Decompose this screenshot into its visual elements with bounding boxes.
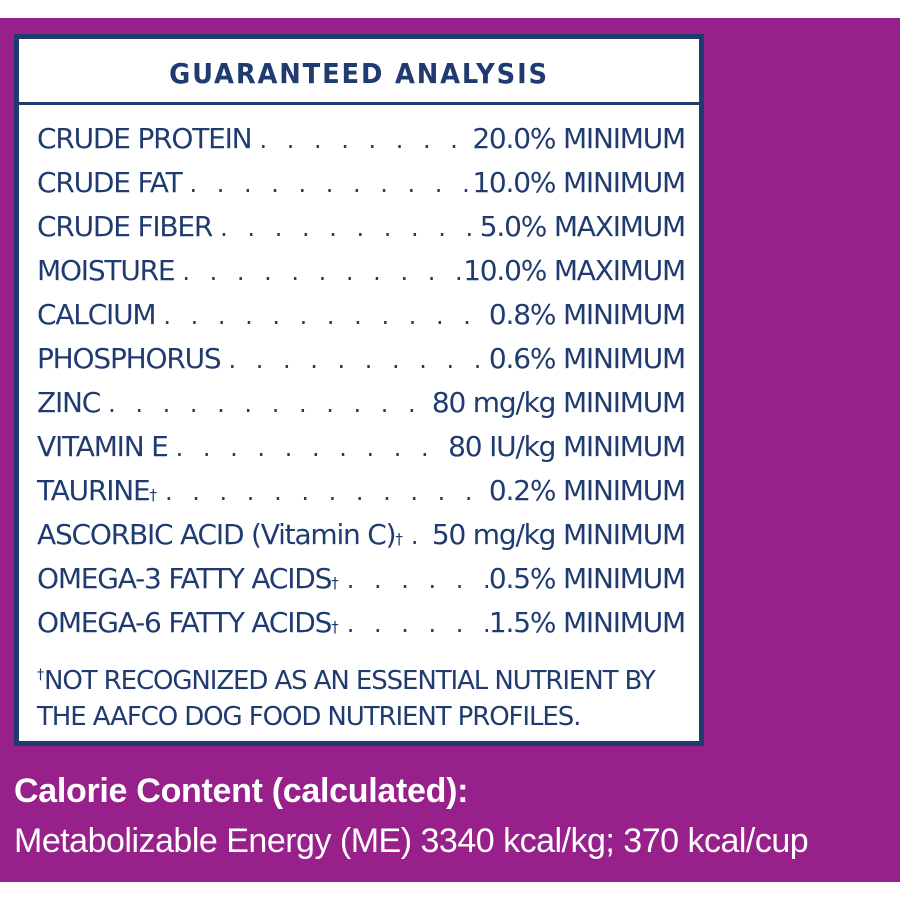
calorie-content-detail: Metabolizable Energy (ME) 3340 kcal/kg; … — [14, 822, 809, 860]
nutrient-value: 80 mg/kg MINIMUM — [431, 386, 686, 419]
nutrient-value: 50 mg/kg MINIMUM — [431, 518, 686, 551]
nutrient-value: 20.0% MINIMUM — [472, 122, 686, 155]
dot-leader: . . . . . . . . . . . . . . . . . . . . … — [220, 214, 480, 242]
footnote: †NOT RECOGNIZED AS AN ESSENTIAL NUTRIENT… — [37, 657, 697, 735]
dot-leader: . . . . . . . . . . . . . . . . . . . . … — [182, 258, 463, 286]
analysis-row: OMEGA-3 FATTY ACIDS† . . . . . . . . . .… — [37, 559, 686, 599]
dot-leader: . . . . . . . . . . . . . . . . . . . . … — [259, 126, 472, 154]
dagger-mark: † — [149, 486, 158, 504]
analysis-row: ZINC . . . . . . . . . . . . . . . . . .… — [37, 383, 686, 423]
footnote-text: NOT RECOGNIZED AS AN ESSENTIAL NUTRIENT … — [37, 666, 656, 732]
nutrient-name: OMEGA-6 FATTY ACIDS — [37, 606, 332, 639]
nutrient-name: TAURINE — [37, 474, 151, 507]
analysis-row: OMEGA-6 FATTY ACIDS† . . . . . . . . . .… — [37, 603, 686, 643]
calorie-content-heading: Calorie Content (calculated): — [14, 772, 469, 810]
nutrient-name: CRUDE PROTEIN — [37, 122, 253, 155]
nutrient-value: 0.8% MINIMUM — [488, 298, 686, 331]
analysis-row: PHOSPHORUS . . . . . . . . . . . . . . .… — [37, 339, 686, 379]
nutrient-name: OMEGA-3 FATTY ACIDS — [37, 562, 332, 595]
dot-leader: . . . . . . . . . . . . . . . . . . . . … — [346, 610, 489, 638]
title-divider — [19, 102, 699, 105]
nutrient-name: ASCORBIC ACID (Vitamin C) — [37, 518, 397, 551]
product-panel: GUARANTEED ANALYSIS CRUDE PROTEIN . . . … — [0, 18, 900, 882]
dot-leader: . . . . . . . . . . . . . . . . . . . . … — [163, 302, 489, 330]
nutrient-name: PHOSPHORUS — [37, 342, 222, 375]
analysis-row: MOISTURE . . . . . . . . . . . . . . . .… — [37, 251, 686, 291]
nutrient-value: 0.2% MINIMUM — [488, 474, 686, 507]
analysis-row: ASCORBIC ACID (Vitamin C)† . . . . . . .… — [37, 515, 686, 555]
analysis-title: GUARANTEED ANALYSIS — [169, 57, 549, 90]
nutrient-value: 1.5% MINIMUM — [488, 606, 686, 639]
nutrient-name: MOISTURE — [37, 254, 176, 287]
dot-leader: . . . . . . . . . . . . . . . . . . . . … — [228, 346, 488, 374]
nutrient-name: CALCIUM — [37, 298, 157, 331]
nutrient-name: CRUDE FAT — [37, 166, 183, 199]
nutrient-name: VITAMIN E — [37, 430, 169, 463]
dagger-mark: † — [395, 530, 403, 548]
analysis-row: TAURINE† . . . . . . . . . . . . . . . .… — [37, 471, 686, 511]
analysis-row: CALCIUM . . . . . . . . . . . . . . . . … — [37, 295, 686, 335]
nutrient-value: 0.6% MINIMUM — [488, 342, 686, 375]
guaranteed-analysis-box: GUARANTEED ANALYSIS CRUDE PROTEIN . . . … — [14, 34, 704, 746]
nutrient-value: 10.0% MINIMUM — [472, 166, 686, 199]
dagger-mark: † — [331, 574, 339, 592]
nutrient-name: CRUDE FIBER — [37, 210, 213, 243]
dot-leader: . . . . . . . . . . . . . . . . . . . . … — [410, 522, 432, 550]
nutrient-value: 0.5% MINIMUM — [488, 562, 686, 595]
dot-leader: . . . . . . . . . . . . . . . . . . . . … — [165, 478, 489, 506]
dot-leader: . . . . . . . . . . . . . . . . . . . . … — [189, 170, 472, 198]
dagger-mark: † — [331, 618, 339, 636]
footnote-dagger: † — [37, 667, 44, 683]
analysis-row: CRUDE PROTEIN . . . . . . . . . . . . . … — [37, 119, 686, 159]
nutrient-value: 5.0% MAXIMUM — [479, 210, 686, 243]
analysis-row: VITAMIN E . . . . . . . . . . . . . . . … — [37, 427, 686, 467]
analysis-row: CRUDE FIBER . . . . . . . . . . . . . . … — [37, 207, 686, 247]
dot-leader: . . . . . . . . . . . . . . . . . . . . … — [108, 390, 432, 418]
dot-leader: . . . . . . . . . . . . . . . . . . . . … — [346, 566, 489, 594]
nutrient-name: ZINC — [37, 386, 101, 419]
analysis-row: CRUDE FAT . . . . . . . . . . . . . . . … — [37, 163, 686, 203]
nutrient-value: 80 IU/kg MINIMUM — [448, 430, 686, 463]
dot-leader: . . . . . . . . . . . . . . . . . . . . … — [175, 434, 449, 462]
nutrient-value: 10.0% MAXIMUM — [463, 254, 686, 287]
